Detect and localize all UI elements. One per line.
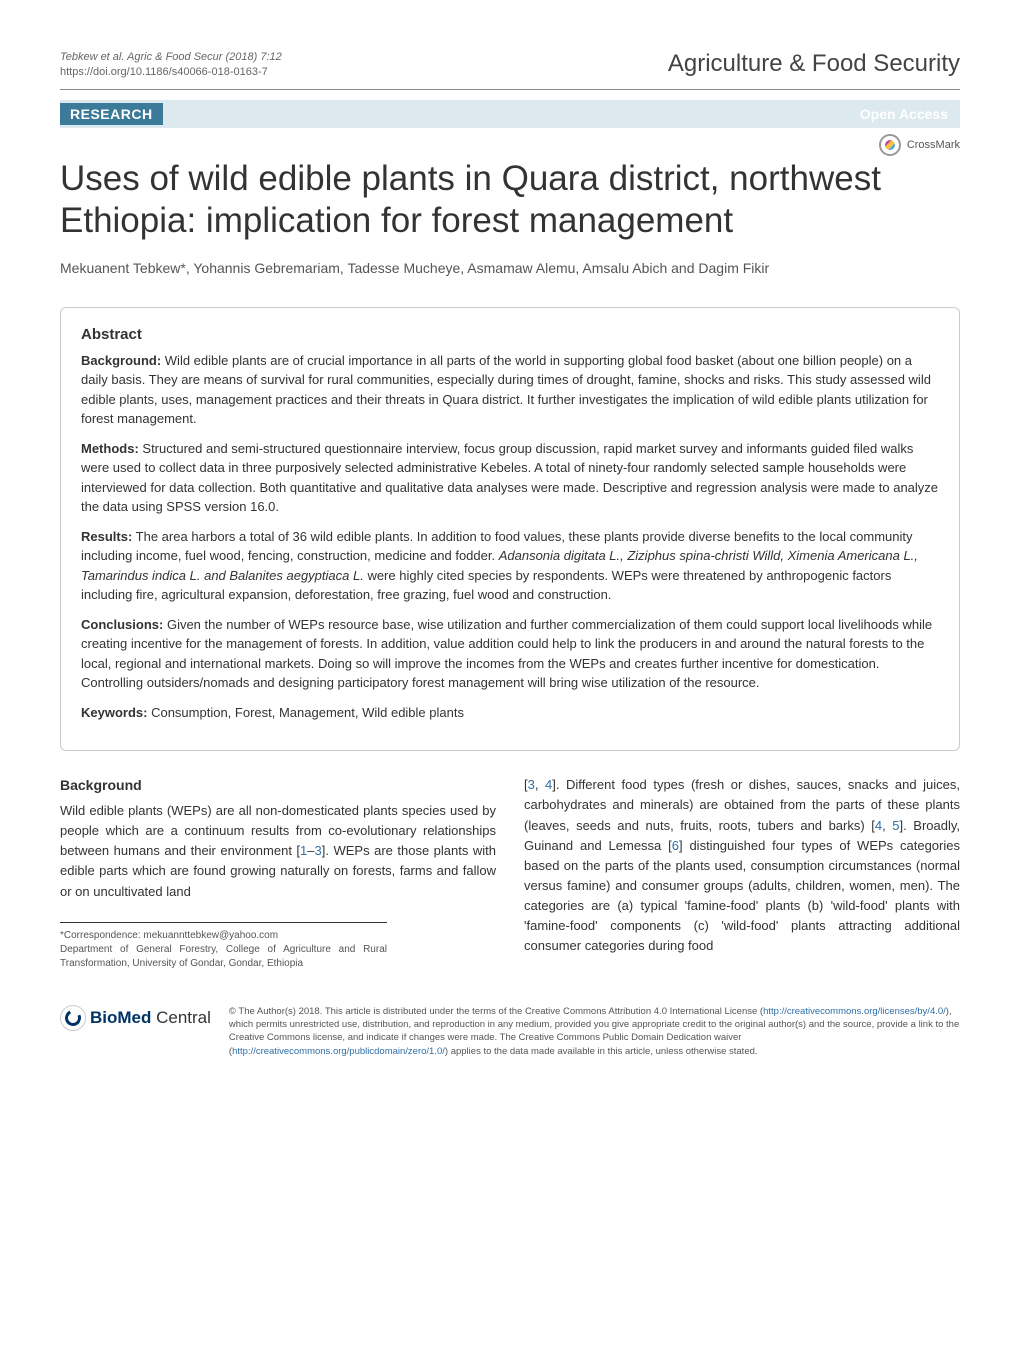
correspondence-email: mekuannttebkew@yahoo.com <box>143 930 278 941</box>
abstract-heading: Abstract <box>81 326 939 343</box>
page-footer: BioMed Central © The Author(s) 2018. Thi… <box>60 995 960 1058</box>
doi-line: https://doi.org/10.1186/s40066-018-0163-… <box>60 66 268 78</box>
background-text: Wild edible plants are of crucial import… <box>81 353 931 427</box>
abstract-methods: Methods: Structured and semi-structured … <box>81 439 939 517</box>
citation-line: Tebkew et al. Agric & Food Secur (2018) … <box>60 51 282 63</box>
journal-name: Agriculture & Food Security <box>668 50 960 78</box>
abstract-results: Results: The area harbors a total of 36 … <box>81 527 939 605</box>
ref-5[interactable]: 5 <box>892 818 899 833</box>
body-columns: Background Wild edible plants (WEPs) are… <box>60 775 960 970</box>
article-title: Uses of wild edible plants in Quara dist… <box>60 158 960 242</box>
correspondence-affiliation: Department of General Forestry, College … <box>60 944 387 969</box>
crossmark-label: CrossMark <box>907 139 960 151</box>
badge-bar: RESEARCH Open Access <box>60 100 960 128</box>
methods-label: Methods: <box>81 441 139 456</box>
ref-3b[interactable]: 3 <box>528 777 535 792</box>
column-right: [3, 4]. Different food types (fresh or d… <box>524 775 960 970</box>
abstract-keywords: Keywords: Consumption, Forest, Managemen… <box>81 703 939 723</box>
abstract-box: Abstract Background: Wild edible plants … <box>60 307 960 752</box>
correspondence-label: *Correspondence: <box>60 930 143 941</box>
abstract-conclusions: Conclusions: Given the number of WEPs re… <box>81 615 939 693</box>
col1-paragraph: Wild edible plants (WEPs) are all non-do… <box>60 801 496 902</box>
citation-block: Tebkew et al. Agric & Food Secur (2018) … <box>60 50 282 81</box>
ref-3[interactable]: 3 <box>315 843 322 858</box>
open-access-badge: Open Access <box>860 106 948 122</box>
conclusions-text: Given the number of WEPs resource base, … <box>81 617 932 691</box>
bmc-central: Central <box>151 1008 211 1027</box>
background-heading: Background <box>60 775 496 797</box>
cc-by-link[interactable]: http://creativecommons.org/licenses/by/4… <box>763 1006 946 1017</box>
license-text: © The Author(s) 2018. This article is di… <box>229 1005 960 1058</box>
authors-list: Mekuanent Tebkew*, Yohannis Gebremariam,… <box>60 258 960 279</box>
abstract-background: Background: Wild edible plants are of cr… <box>81 351 939 429</box>
page-header: Tebkew et al. Agric & Food Secur (2018) … <box>60 50 960 90</box>
conclusions-label: Conclusions: <box>81 617 163 632</box>
keywords-label: Keywords: <box>81 705 147 720</box>
background-label: Background: <box>81 353 161 368</box>
research-badge: RESEARCH <box>60 103 163 125</box>
crossmark-icon <box>879 134 901 156</box>
col2-paragraph: [3, 4]. Different food types (fresh or d… <box>524 775 960 956</box>
correspondence-block: *Correspondence: mekuannttebkew@yahoo.co… <box>60 922 387 971</box>
keywords-text: Consumption, Forest, Management, Wild ed… <box>147 705 464 720</box>
results-label: Results: <box>81 529 132 544</box>
ref-6[interactable]: 6 <box>672 838 679 853</box>
bmc-bio: BioMed <box>90 1008 151 1027</box>
methods-text: Structured and semi-structured questionn… <box>81 441 938 515</box>
bmc-circle-icon <box>60 1005 86 1031</box>
column-left: Background Wild edible plants (WEPs) are… <box>60 775 496 970</box>
cc0-link[interactable]: http://creativecommons.org/publicdomain/… <box>232 1046 445 1057</box>
crossmark-button[interactable]: CrossMark <box>879 134 960 156</box>
biomed-central-logo: BioMed Central <box>60 1005 211 1031</box>
